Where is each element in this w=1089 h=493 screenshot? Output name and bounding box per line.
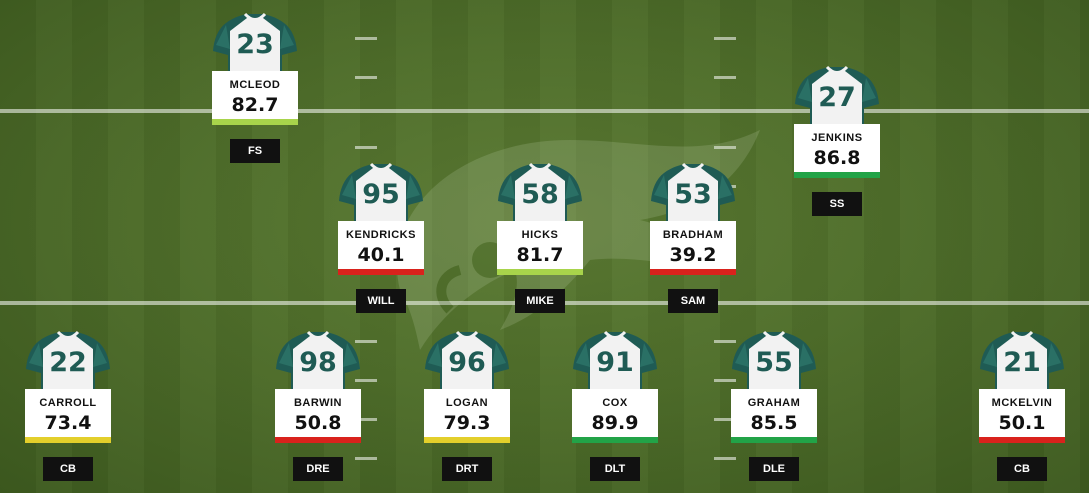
grade-bar bbox=[212, 119, 298, 125]
grade-bar bbox=[497, 269, 583, 275]
player-grade: 50.8 bbox=[294, 412, 342, 434]
grade-bar bbox=[794, 172, 880, 178]
player-card[interactable]: GRAHAM 85.5 bbox=[731, 389, 817, 443]
position-label: CB bbox=[43, 457, 93, 481]
jersey-number: 22 bbox=[49, 347, 87, 378]
player-name: LOGAN bbox=[445, 397, 489, 409]
jersey-icon: 23 bbox=[212, 11, 298, 83]
jersey-number: 53 bbox=[674, 179, 712, 210]
player-card[interactable]: BARWIN 50.8 bbox=[275, 389, 361, 443]
player-grade: 40.1 bbox=[357, 244, 405, 266]
player-mckelvin[interactable]: 21 MCKELVIN 50.1 CB bbox=[979, 329, 1065, 484]
grade-bar bbox=[275, 437, 361, 443]
jersey-number: 98 bbox=[299, 347, 337, 378]
player-grade: 81.7 bbox=[516, 244, 564, 266]
yard-line bbox=[0, 109, 1089, 113]
player-name: COX bbox=[602, 397, 628, 409]
player-mcleod[interactable]: 23 MCLEOD 82.7 FS bbox=[212, 11, 298, 166]
grade-bar bbox=[731, 437, 817, 443]
player-name: MCKELVIN bbox=[991, 397, 1053, 409]
jersey-number: 96 bbox=[448, 347, 486, 378]
grade-bar bbox=[424, 437, 510, 443]
player-grade: 50.1 bbox=[998, 412, 1046, 434]
jersey-number: 23 bbox=[236, 29, 274, 60]
player-grade: 86.8 bbox=[813, 147, 861, 169]
grade-bar bbox=[650, 269, 736, 275]
player-hicks[interactable]: 58 HICKS 81.7 MIKE bbox=[497, 161, 583, 316]
grade-bar bbox=[572, 437, 658, 443]
jersey-icon: 55 bbox=[731, 329, 817, 401]
player-card[interactable]: BRADHAM 39.2 bbox=[650, 221, 736, 275]
grade-bar bbox=[979, 437, 1065, 443]
player-graham[interactable]: 55 GRAHAM 85.5 DLE bbox=[731, 329, 817, 484]
player-grade: 39.2 bbox=[669, 244, 717, 266]
jersey-number: 58 bbox=[521, 179, 559, 210]
player-card[interactable]: COX 89.9 bbox=[572, 389, 658, 443]
player-card[interactable]: LOGAN 79.3 bbox=[424, 389, 510, 443]
player-grade: 73.4 bbox=[44, 412, 92, 434]
player-name: BRADHAM bbox=[662, 229, 724, 241]
position-label: DRE bbox=[293, 457, 343, 481]
player-barwin[interactable]: 98 BARWIN 50.8 DRE bbox=[275, 329, 361, 484]
position-label: WILL bbox=[356, 289, 406, 313]
player-logan[interactable]: 96 LOGAN 79.3 DRT bbox=[424, 329, 510, 484]
player-name: KENDRICKS bbox=[346, 229, 416, 241]
player-name: BARWIN bbox=[293, 397, 342, 409]
grade-bar bbox=[25, 437, 111, 443]
player-carroll[interactable]: 22 CARROLL 73.4 CB bbox=[25, 329, 111, 484]
jersey-icon: 98 bbox=[275, 329, 361, 401]
position-label: SS bbox=[812, 192, 862, 216]
position-label: DLE bbox=[749, 457, 799, 481]
jersey-icon: 91 bbox=[572, 329, 658, 401]
jersey-number: 27 bbox=[818, 82, 856, 113]
position-label: SAM bbox=[668, 289, 718, 313]
player-grade: 79.3 bbox=[443, 412, 491, 434]
player-name: GRAHAM bbox=[747, 397, 801, 409]
player-name: MCLEOD bbox=[229, 79, 281, 91]
position-label: DRT bbox=[442, 457, 492, 481]
jersey-icon: 95 bbox=[338, 161, 424, 233]
player-cox[interactable]: 91 COX 89.9 DLT bbox=[572, 329, 658, 484]
jersey-icon: 53 bbox=[650, 161, 736, 233]
player-jenkins[interactable]: 27 JENKINS 86.8 SS bbox=[794, 64, 880, 219]
jersey-number: 91 bbox=[596, 347, 634, 378]
player-card[interactable]: MCKELVIN 50.1 bbox=[979, 389, 1065, 443]
jersey-icon: 21 bbox=[979, 329, 1065, 401]
jersey-icon: 22 bbox=[25, 329, 111, 401]
player-grade: 85.5 bbox=[750, 412, 798, 434]
player-name: CARROLL bbox=[39, 397, 97, 409]
player-bradham[interactable]: 53 BRADHAM 39.2 SAM bbox=[650, 161, 736, 316]
player-grade: 82.7 bbox=[231, 94, 279, 116]
jersey-icon: 96 bbox=[424, 329, 510, 401]
player-kendricks[interactable]: 95 KENDRICKS 40.1 WILL bbox=[338, 161, 424, 316]
player-card[interactable]: KENDRICKS 40.1 bbox=[338, 221, 424, 275]
position-label: MIKE bbox=[515, 289, 565, 313]
position-label: DLT bbox=[590, 457, 640, 481]
player-card[interactable]: HICKS 81.7 bbox=[497, 221, 583, 275]
player-name: JENKINS bbox=[811, 132, 863, 144]
position-label: FS bbox=[230, 139, 280, 163]
jersey-icon: 58 bbox=[497, 161, 583, 233]
player-card[interactable]: JENKINS 86.8 bbox=[794, 124, 880, 178]
jersey-number: 95 bbox=[362, 179, 400, 210]
position-label: CB bbox=[997, 457, 1047, 481]
jersey-icon: 27 bbox=[794, 64, 880, 136]
grade-bar bbox=[338, 269, 424, 275]
player-name: HICKS bbox=[521, 229, 559, 241]
jersey-number: 55 bbox=[755, 347, 793, 378]
player-card[interactable]: CARROLL 73.4 bbox=[25, 389, 111, 443]
player-card[interactable]: MCLEOD 82.7 bbox=[212, 71, 298, 125]
jersey-number: 21 bbox=[1003, 347, 1041, 378]
player-grade: 89.9 bbox=[591, 412, 639, 434]
